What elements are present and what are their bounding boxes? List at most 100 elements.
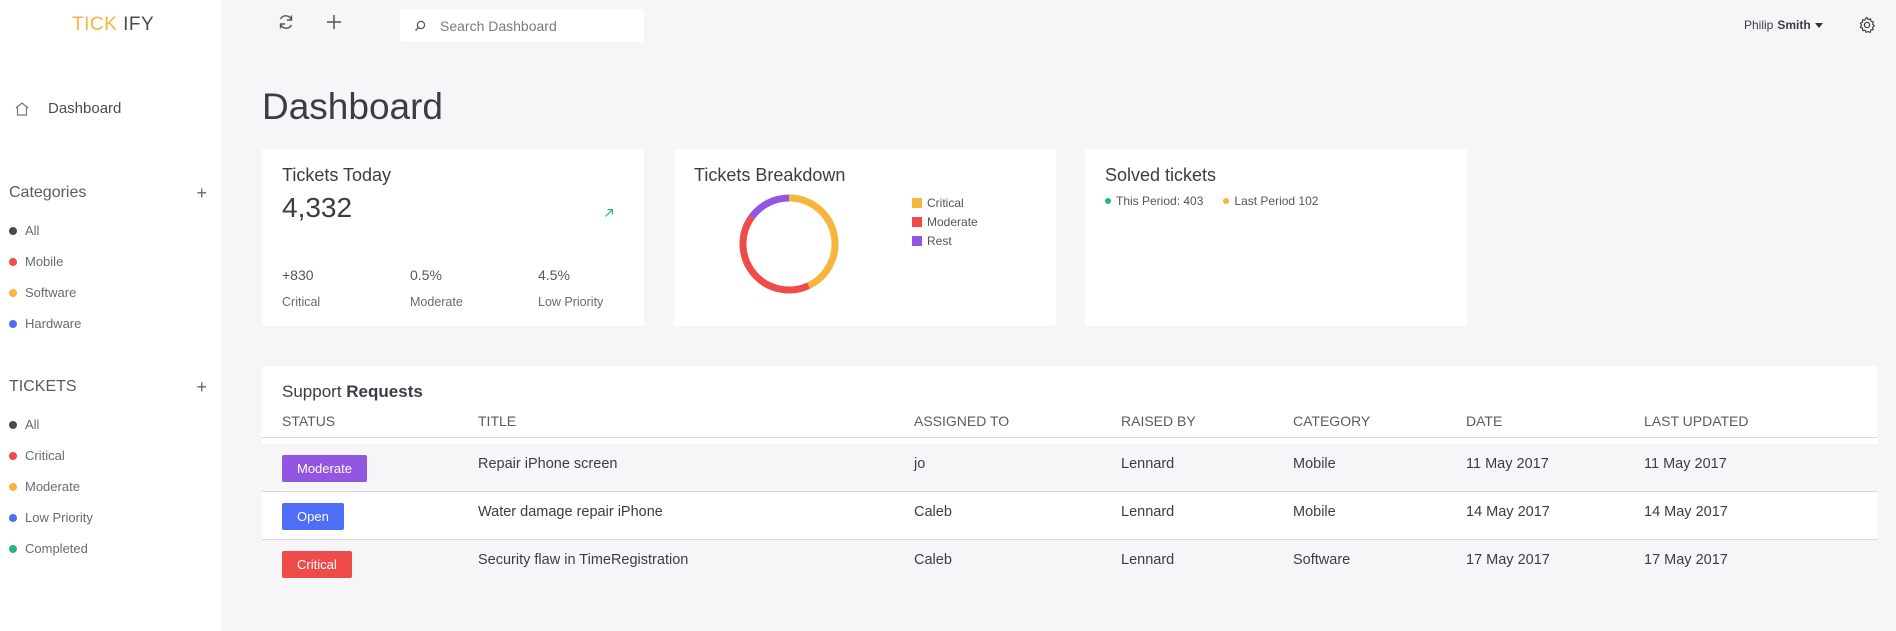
donut-slice-rest <box>748 194 790 220</box>
add-icon[interactable] <box>325 13 343 36</box>
legend-swatch <box>912 197 922 208</box>
ticket-dot <box>9 420 17 429</box>
categories-header: Categories + <box>9 184 207 202</box>
add-ticket-button[interactable]: + <box>196 377 207 397</box>
gear-icon[interactable] <box>1858 16 1876 39</box>
search-input[interactable] <box>440 17 630 34</box>
cell-date: 17 May 2017 <box>1466 552 1550 568</box>
table-header: STATUS TITLE ASSIGNED TO RAISED BY CATEG… <box>262 413 1878 438</box>
cell-assigned-to: Caleb <box>914 504 952 520</box>
app-logo[interactable]: TICK IFY <box>72 14 154 36</box>
ticket-filter-low-priority[interactable]: Low Priority <box>9 502 93 533</box>
cell-title: Repair iPhone screen <box>478 456 618 472</box>
table-row[interactable]: Critical Security flaw in TimeRegistrati… <box>262 540 1878 588</box>
column-header-last-updated[interactable]: LAST UPDATED <box>1644 413 1749 429</box>
legend-dot <box>1105 198 1111 204</box>
logo-part-1: TICK <box>72 14 118 35</box>
title-part-2: Requests <box>346 382 423 401</box>
search-icon <box>415 20 426 31</box>
ticket-filter-critical[interactable]: Critical <box>9 440 93 471</box>
breakdown-legend: Critical Moderate Rest <box>912 193 978 250</box>
category-item-all[interactable]: All <box>9 215 81 246</box>
stat-low-priority: 4.5% Low Priority <box>538 267 603 309</box>
ticket-dot <box>9 482 17 491</box>
donut-slice-moderate <box>739 214 811 294</box>
status-badge[interactable]: Critical <box>282 551 352 578</box>
status-badge[interactable]: Open <box>282 503 344 530</box>
cell-date: 11 May 2017 <box>1466 456 1549 472</box>
logo-part-2: IFY <box>123 14 155 35</box>
cell-last-updated: 11 May 2017 <box>1644 456 1727 472</box>
stat-critical: +830 Critical <box>282 267 320 309</box>
status-badge[interactable]: Moderate <box>282 455 367 482</box>
category-dot <box>9 288 17 297</box>
user-menu[interactable]: Philip Smith <box>1744 18 1823 32</box>
table-row[interactable]: Open Water damage repair iPhone Caleb Le… <box>262 492 1878 540</box>
stat-value: 4.5% <box>538 267 570 283</box>
refresh-icon[interactable] <box>277 13 295 36</box>
column-header-status[interactable]: STATUS <box>282 413 336 429</box>
cell-raised-by: Lennard <box>1121 504 1175 520</box>
legend-label: Rest <box>927 233 952 248</box>
cell-title: Security flaw in TimeRegistration <box>478 552 689 568</box>
legend-label: This Period: 403 <box>1116 194 1204 208</box>
category-label: Hardware <box>25 316 82 331</box>
category-label: All <box>25 223 40 238</box>
cell-title: Water damage repair iPhone <box>478 504 663 520</box>
sidebar-item-label: Dashboard <box>48 100 122 117</box>
support-requests-panel: Support Requests STATUS TITLE ASSIGNED T… <box>262 366 1878 588</box>
category-item-hardware[interactable]: Hardware <box>9 308 81 339</box>
cell-last-updated: 17 May 2017 <box>1644 552 1728 568</box>
table-row[interactable]: Moderate Repair iPhone screen jo Lennard… <box>262 444 1878 492</box>
ticket-filter-label: Low Priority <box>25 510 93 525</box>
stat-label: Moderate <box>410 295 463 309</box>
legend-this-period: This Period: 403 <box>1105 194 1203 208</box>
ticket-filter-all[interactable]: All <box>9 409 93 440</box>
tickets-total: 4,332 <box>282 192 353 223</box>
column-header-title[interactable]: TITLE <box>478 413 517 429</box>
stat-moderate: 0.5% Moderate <box>410 267 463 309</box>
category-dot <box>9 319 17 328</box>
donut-slice-critical <box>788 194 839 289</box>
legend-last-period: Last Period 102 <box>1223 194 1318 208</box>
page-title: Dashboard <box>262 86 444 127</box>
category-label: Software <box>25 285 77 300</box>
donut-chart <box>739 194 839 294</box>
stat-label: Critical <box>282 295 321 309</box>
solved-legend: This Period: 403 Last Period 102 <box>1105 194 1338 208</box>
user-last-name: Smith <box>1777 18 1811 32</box>
sidebar: TICK IFY Dashboard Categories + All Mobi… <box>0 0 222 631</box>
column-header-raised-by[interactable]: RAISED BY <box>1121 413 1196 429</box>
categories-list: All Mobile Software Hardware <box>9 215 81 339</box>
add-category-button[interactable]: + <box>196 183 207 203</box>
solved-tickets-card: Solved tickets This Period: 403 Last Per… <box>1085 149 1467 326</box>
cell-assigned-to: jo <box>914 456 926 472</box>
ticket-dot <box>9 544 17 553</box>
ticket-dot <box>9 513 17 522</box>
legend-label: Moderate <box>927 214 978 229</box>
legend-item-critical: Critical <box>912 193 978 212</box>
tickets-header: TICKETS + <box>9 378 207 396</box>
tickets-breakdown-card: Tickets Breakdown Critical Moderate Rest <box>674 149 1056 326</box>
category-dot <box>9 226 17 235</box>
category-item-software[interactable]: Software <box>9 277 81 308</box>
column-header-assigned-to[interactable]: ASSIGNED TO <box>914 413 1010 429</box>
ticket-filter-completed[interactable]: Completed <box>9 533 93 564</box>
ticket-filter-label: Critical <box>25 448 65 463</box>
cell-date: 14 May 2017 <box>1466 504 1550 520</box>
caret-down-icon <box>1814 22 1823 28</box>
column-header-date[interactable]: DATE <box>1466 413 1503 429</box>
cell-raised-by: Lennard <box>1121 552 1175 568</box>
category-item-mobile[interactable]: Mobile <box>9 246 81 277</box>
ticket-filter-moderate[interactable]: Moderate <box>9 471 93 502</box>
column-header-category[interactable]: CATEGORY <box>1293 413 1371 429</box>
stat-value: +830 <box>282 267 314 283</box>
title-part-1: Support <box>282 382 342 401</box>
cell-assigned-to: Caleb <box>914 552 952 568</box>
trend-up-icon[interactable] <box>604 205 614 223</box>
card-title: Solved tickets <box>1105 165 1217 185</box>
card-title: Tickets Breakdown <box>694 165 846 185</box>
legend-dot <box>1223 198 1230 204</box>
sidebar-item-dashboard[interactable]: Dashboard <box>14 100 121 117</box>
category-dot <box>9 257 17 266</box>
